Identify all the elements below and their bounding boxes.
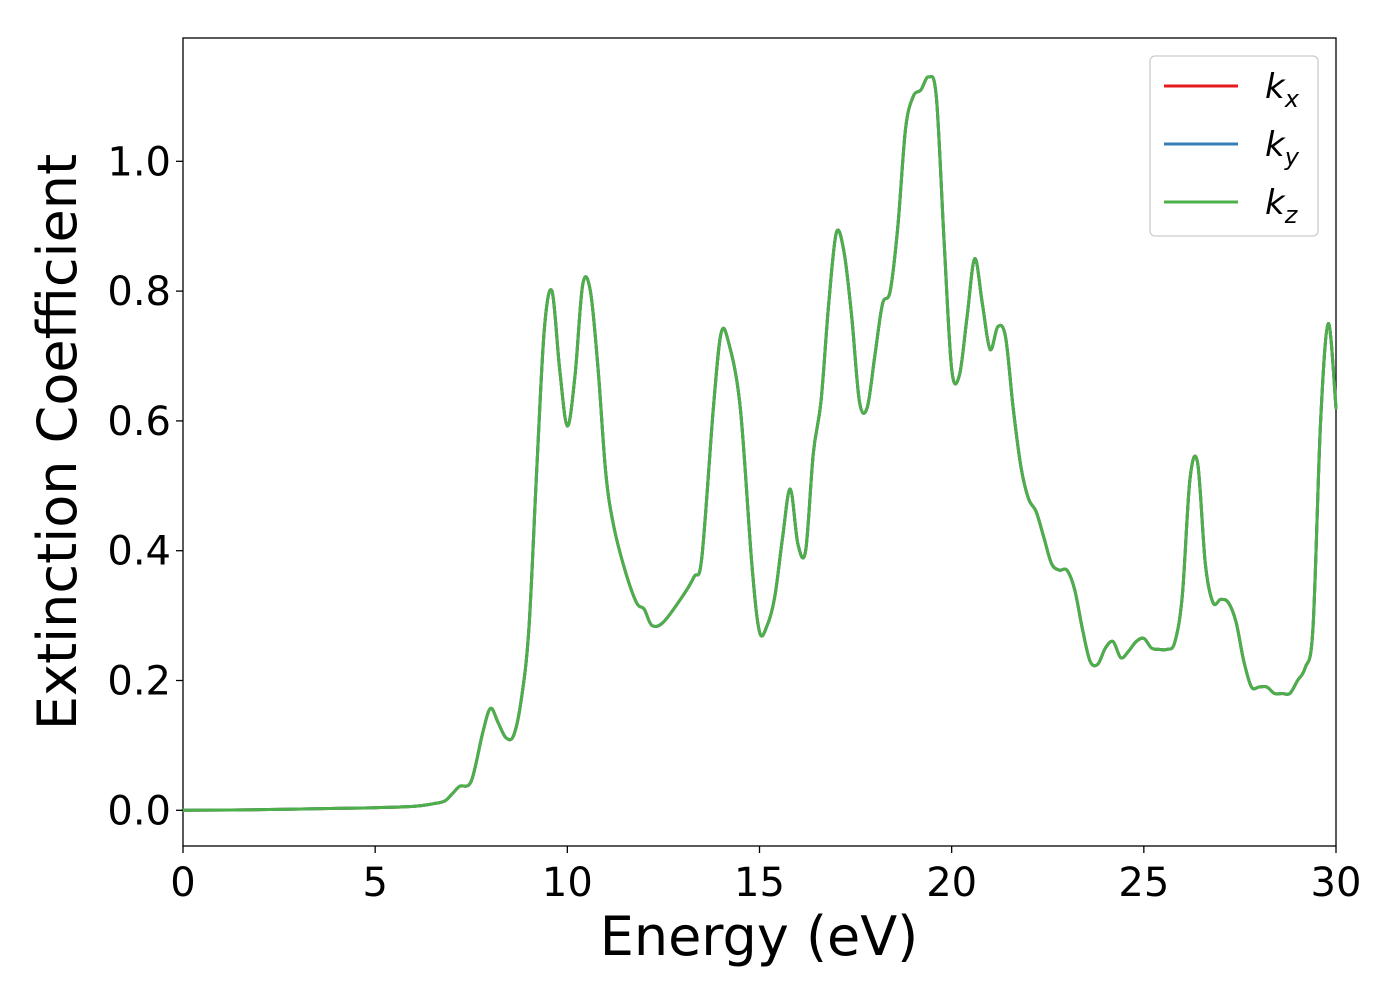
x-tick-label: 10: [542, 860, 593, 906]
series-group: [181, 74, 1338, 812]
y-axis-ticks: 0.0 0.2 0.4 0.6 0.8 1.0: [107, 139, 183, 834]
x-tick-label: 30: [1311, 860, 1362, 906]
legend-box: [1149, 55, 1319, 237]
x-tick-label: 25: [1118, 860, 1169, 906]
y-tick-label: 0.0: [107, 788, 171, 834]
legend-label-y: ky: [1265, 125, 1300, 171]
y-tick-label: 0.8: [107, 269, 171, 315]
y-tick-label: 0.6: [107, 399, 171, 445]
x-tick-label: 20: [926, 860, 977, 906]
legend-label-x: kx: [1265, 67, 1300, 113]
x-tick-label: 15: [734, 860, 785, 906]
y-tick-label: 0.2: [107, 659, 171, 705]
y-axis-label: Extinction Coefficient: [26, 154, 89, 730]
x-axis-ticks: 0 5 10 15 20 25 30: [170, 846, 1361, 906]
x-axis-label: Energy (eV): [600, 905, 919, 968]
legend: kx ky kz: [1149, 55, 1319, 237]
x-tick-label: 5: [362, 860, 387, 906]
series-line-z: [181, 74, 1338, 812]
x-tick-label: 0: [170, 860, 195, 906]
y-tick-label: 1.0: [107, 139, 171, 185]
y-tick-label: 0.4: [107, 529, 171, 575]
legend-label-z: kz: [1265, 183, 1299, 229]
